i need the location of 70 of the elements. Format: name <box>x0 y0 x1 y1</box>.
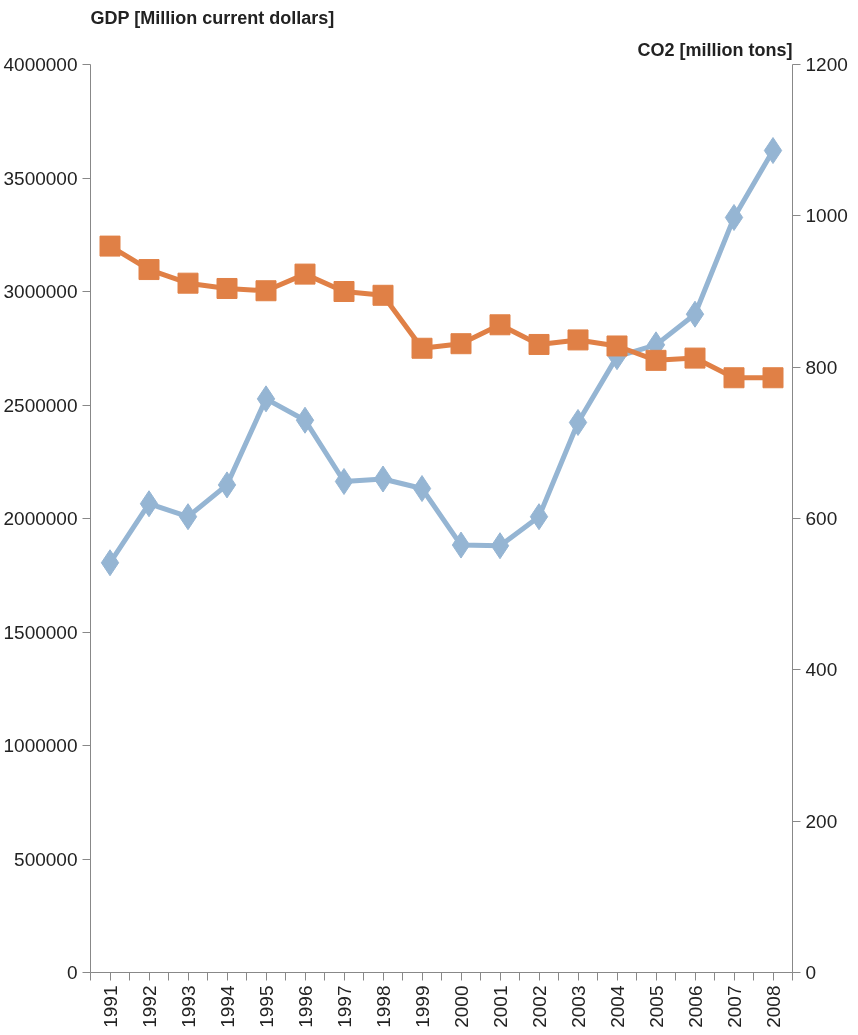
y-axis-title: GDP [Million current dollars] <box>90 7 335 28</box>
y2-axis-title: CO2 [million tons] <box>637 39 793 60</box>
point <box>529 503 549 531</box>
point <box>100 549 120 577</box>
y2-tick-label: 800 <box>805 356 838 378</box>
x-tick-label: 2004 <box>606 985 628 1028</box>
y2-tick-label: 1200 <box>805 54 848 75</box>
point <box>645 349 667 371</box>
point <box>139 490 159 518</box>
y-tick-label: 4000000 <box>3 54 78 75</box>
point <box>373 465 393 493</box>
x-tick-label: 2002 <box>528 985 550 1028</box>
x-tick-label: 1992 <box>138 985 160 1028</box>
y2-tick-label: 1000 <box>805 205 848 227</box>
x-tick-label: 1996 <box>294 985 316 1028</box>
point <box>528 333 550 355</box>
y-tick-label: 2000000 <box>3 508 78 529</box>
y-tick-label: 1000000 <box>3 735 78 756</box>
x-tick-label: 1991 <box>99 985 121 1028</box>
point <box>567 329 589 351</box>
point <box>490 532 510 560</box>
point <box>216 277 238 299</box>
y-tick-label: 3000000 <box>3 281 78 302</box>
x-tick-label: 2006 <box>684 985 706 1028</box>
x-tick-label: 2000 <box>450 985 472 1028</box>
point <box>294 263 316 285</box>
point <box>450 333 472 355</box>
point <box>412 475 432 503</box>
point <box>684 347 706 369</box>
x-tick-label: 1998 <box>372 985 394 1028</box>
point <box>606 335 628 357</box>
x-tick-label: 2005 <box>645 985 667 1028</box>
point <box>256 385 276 413</box>
point <box>568 408 588 436</box>
y2-tick-label: 600 <box>805 508 838 529</box>
point <box>178 503 198 531</box>
point <box>177 272 199 294</box>
y-tick-label: 3500000 <box>3 167 78 189</box>
point <box>724 204 744 231</box>
x-tick-label: 2008 <box>762 985 784 1028</box>
point <box>372 284 394 306</box>
y-tick-label: 2500000 <box>3 394 78 416</box>
point <box>411 337 433 359</box>
point <box>685 300 705 328</box>
point <box>217 471 237 499</box>
x-tick-label: 2001 <box>489 985 511 1028</box>
y2-tick-label: 400 <box>805 659 838 681</box>
y-tick-label: 0 <box>66 962 78 983</box>
point <box>723 367 745 389</box>
point <box>333 281 355 302</box>
point <box>138 259 160 281</box>
x-tick-label: 1997 <box>333 985 355 1028</box>
x-tick-label: 1993 <box>177 985 199 1028</box>
point <box>255 280 277 302</box>
y2-tick-label: 0 <box>805 962 817 983</box>
point <box>489 314 511 336</box>
point <box>99 235 121 257</box>
x-tick-label: 1994 <box>216 985 238 1028</box>
point <box>763 137 783 165</box>
x-tick-label: 2003 <box>567 985 589 1028</box>
point <box>334 468 354 495</box>
x-tick-label: 1999 <box>411 985 433 1028</box>
x-tick-label: 1995 <box>255 985 277 1028</box>
point <box>295 406 315 434</box>
y-tick-label: 1500000 <box>3 621 78 643</box>
x-tick-label: 2007 <box>723 985 745 1028</box>
point <box>451 531 471 559</box>
point <box>762 367 784 389</box>
y2-tick-label: 200 <box>805 810 838 832</box>
y-tick-label: 500000 <box>14 848 78 870</box>
